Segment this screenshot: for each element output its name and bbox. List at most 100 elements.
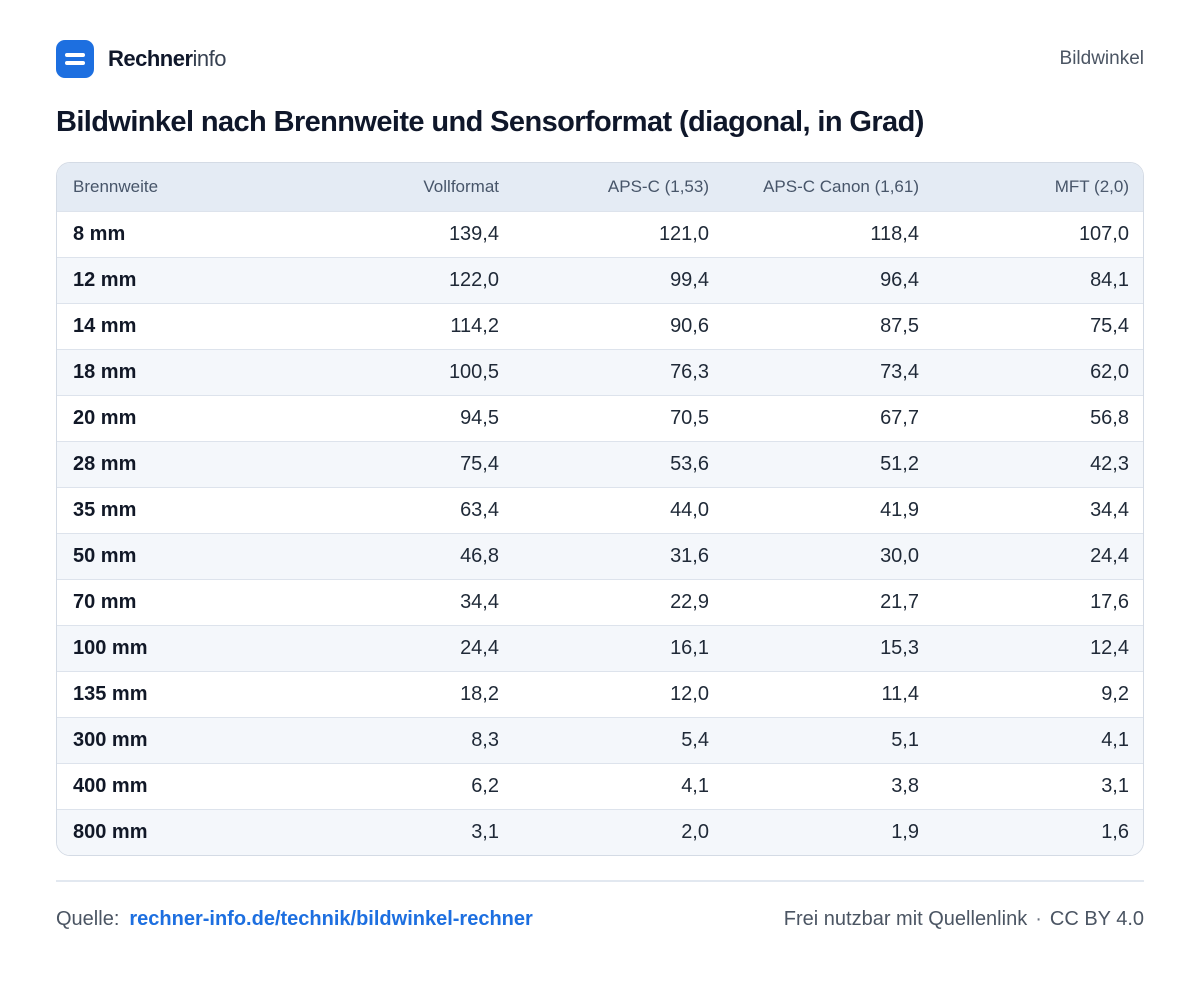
angle-cell: 3,1 xyxy=(1101,774,1129,797)
angle-cell: 16,1 xyxy=(670,636,709,659)
table-row: 14 mm 114,2 90,6 87,5 75,4 xyxy=(57,303,1143,349)
angle-cell: 24,4 xyxy=(460,636,499,659)
angle-cell: 12,4 xyxy=(1090,636,1129,659)
angle-cell: 70,5 xyxy=(670,406,709,429)
angle-cell: 76,3 xyxy=(670,360,709,383)
column-header: Vollformat xyxy=(423,176,499,196)
angle-cell: 100,5 xyxy=(448,360,499,383)
angle-cell: 21,7 xyxy=(880,590,919,613)
license: Frei nutzbar mit Quellenlink · CC BY 4.0 xyxy=(784,908,1144,931)
angle-cell: 34,4 xyxy=(1090,498,1129,521)
focal-length-cell: 12 mm xyxy=(73,268,137,291)
angle-cell: 5,1 xyxy=(891,728,919,751)
brand-name-bold: Rechner xyxy=(108,46,193,71)
angle-cell: 18,2 xyxy=(460,682,499,705)
column-header: Brennweite xyxy=(73,176,159,196)
angle-cell: 3,8 xyxy=(891,774,919,797)
focal-length-cell: 400 mm xyxy=(73,774,148,797)
focal-length-cell: 50 mm xyxy=(73,544,137,567)
data-table: Brennweite Vollformat APS-C (1,53) APS-C Ca… xyxy=(57,163,1143,855)
angle-cell: 56,8 xyxy=(1090,406,1129,429)
angle-cell: 99,4 xyxy=(670,268,709,291)
angle-cell: 34,4 xyxy=(460,590,499,613)
angle-cell: 62,0 xyxy=(1090,360,1129,383)
focal-length-cell: 300 mm xyxy=(73,728,148,751)
angle-cell: 73,4 xyxy=(880,360,919,383)
focal-length-cell: 135 mm xyxy=(73,682,148,705)
angle-cell: 9,2 xyxy=(1101,682,1129,705)
footer: Quelle: rechner-info.de/technik/bildwink… xyxy=(56,904,1144,934)
table-row: 135 mm 18,2 12,0 11,4 9,2 xyxy=(57,671,1143,717)
angle-cell: 75,4 xyxy=(460,452,499,475)
angle-cell: 75,4 xyxy=(1090,314,1129,337)
angle-cell: 67,7 xyxy=(880,406,919,429)
table-body: 8 mm 139,4 121,0 118,4 107,0 12 mm 122,0 99,4 96… xyxy=(57,211,1143,855)
angle-cell: 30,0 xyxy=(880,544,919,567)
column-header: MFT (2,0) xyxy=(1054,176,1129,196)
angle-cell: 17,6 xyxy=(1090,590,1129,613)
angle-cell: 3,1 xyxy=(471,820,499,843)
angle-cell: 53,6 xyxy=(670,452,709,475)
angle-cell: 118,4 xyxy=(870,222,919,245)
focal-length-cell: 8 mm xyxy=(73,222,126,245)
angle-cell: 1,6 xyxy=(1101,820,1129,843)
angle-cell: 41,9 xyxy=(880,498,919,521)
angle-cell: 5,4 xyxy=(681,728,709,751)
angle-cell: 96,4 xyxy=(880,268,919,291)
page-label: Bildwinkel xyxy=(1059,48,1144,69)
focal-length-cell: 35 mm xyxy=(73,498,137,521)
angle-cell: 11,4 xyxy=(881,682,919,705)
source-label: Quelle: xyxy=(56,907,120,930)
angle-table: Brennweite Vollformat APS-C (1,53) APS-C Ca… xyxy=(56,162,1144,856)
table-row: 8 mm 139,4 121,0 118,4 107,0 xyxy=(57,211,1143,257)
table-row: 28 mm 75,4 53,6 51,2 42,3 xyxy=(57,441,1143,487)
angle-cell: 15,3 xyxy=(880,636,919,659)
angle-cell: 84,1 xyxy=(1090,268,1129,291)
focal-length-cell: 14 mm xyxy=(73,314,137,337)
site-header: Rechnerinfo Bildwinkel xyxy=(56,40,1144,78)
logo-icon xyxy=(56,40,94,78)
angle-cell: 107,0 xyxy=(1078,222,1129,245)
brand-name-light: info xyxy=(192,46,227,71)
focal-length-cell: 70 mm xyxy=(73,590,137,613)
focal-length-cell: 18 mm xyxy=(73,360,137,383)
focal-length-cell: 28 mm xyxy=(73,452,137,475)
table-row: 35 mm 63,4 44,0 41,9 34,4 xyxy=(57,487,1143,533)
angle-cell: 6,2 xyxy=(471,774,499,797)
source: Quelle: rechner-info.de/technik/bildwink… xyxy=(56,908,533,931)
license-name: CC BY 4.0 xyxy=(1049,907,1144,930)
table-row: 50 mm 46,8 31,6 30,0 24,4 xyxy=(57,533,1143,579)
angle-cell: 24,4 xyxy=(1090,544,1129,567)
brand[interactable]: Rechnerinfo xyxy=(56,40,227,78)
angle-cell: 4,1 xyxy=(1101,728,1129,751)
angle-cell: 22,9 xyxy=(670,590,709,613)
angle-cell: 42,3 xyxy=(1090,452,1129,475)
angle-cell: 8,3 xyxy=(471,728,499,751)
table-row: 800 mm 3,1 2,0 1,9 1,6 xyxy=(57,809,1143,855)
angle-cell: 122,0 xyxy=(448,268,499,291)
table-row: 18 mm 100,5 76,3 73,4 62,0 xyxy=(57,349,1143,395)
angle-cell: 1,9 xyxy=(891,820,919,843)
focal-length-cell: 20 mm xyxy=(73,406,137,429)
angle-cell: 87,5 xyxy=(880,314,919,337)
table-row: 70 mm 34,4 22,9 21,7 17,6 xyxy=(57,579,1143,625)
focal-length-cell: 100 mm xyxy=(73,636,148,659)
angle-cell: 2,0 xyxy=(681,820,709,843)
focal-length-cell: 800 mm xyxy=(73,820,148,843)
page-title: Bildwinkel nach Brennweite und Sensorfor… xyxy=(56,106,924,138)
angle-cell: 31,6 xyxy=(670,544,709,567)
angle-cell: 114,2 xyxy=(450,314,499,337)
table-row: 12 mm 122,0 99,4 96,4 84,1 xyxy=(57,257,1143,303)
angle-cell: 121,0 xyxy=(658,222,709,245)
table-row: 100 mm 24,4 16,1 15,3 12,4 xyxy=(57,625,1143,671)
brand-name: Rechnerinfo xyxy=(108,46,227,72)
license-separator: · xyxy=(1035,907,1042,930)
angle-cell: 12,0 xyxy=(670,682,709,705)
angle-cell: 63,4 xyxy=(460,498,499,521)
source-link[interactable]: rechner-info.de/technik/bildwinkel-rechn… xyxy=(129,907,533,930)
license-text: Frei nutzbar mit Quellenlink xyxy=(783,907,1028,930)
column-header: APS-C Canon (1,61) xyxy=(763,176,919,196)
angle-cell: 44,0 xyxy=(670,498,709,521)
angle-cell: 94,5 xyxy=(460,406,499,429)
table-row: 400 mm 6,2 4,1 3,8 3,1 xyxy=(57,763,1143,809)
